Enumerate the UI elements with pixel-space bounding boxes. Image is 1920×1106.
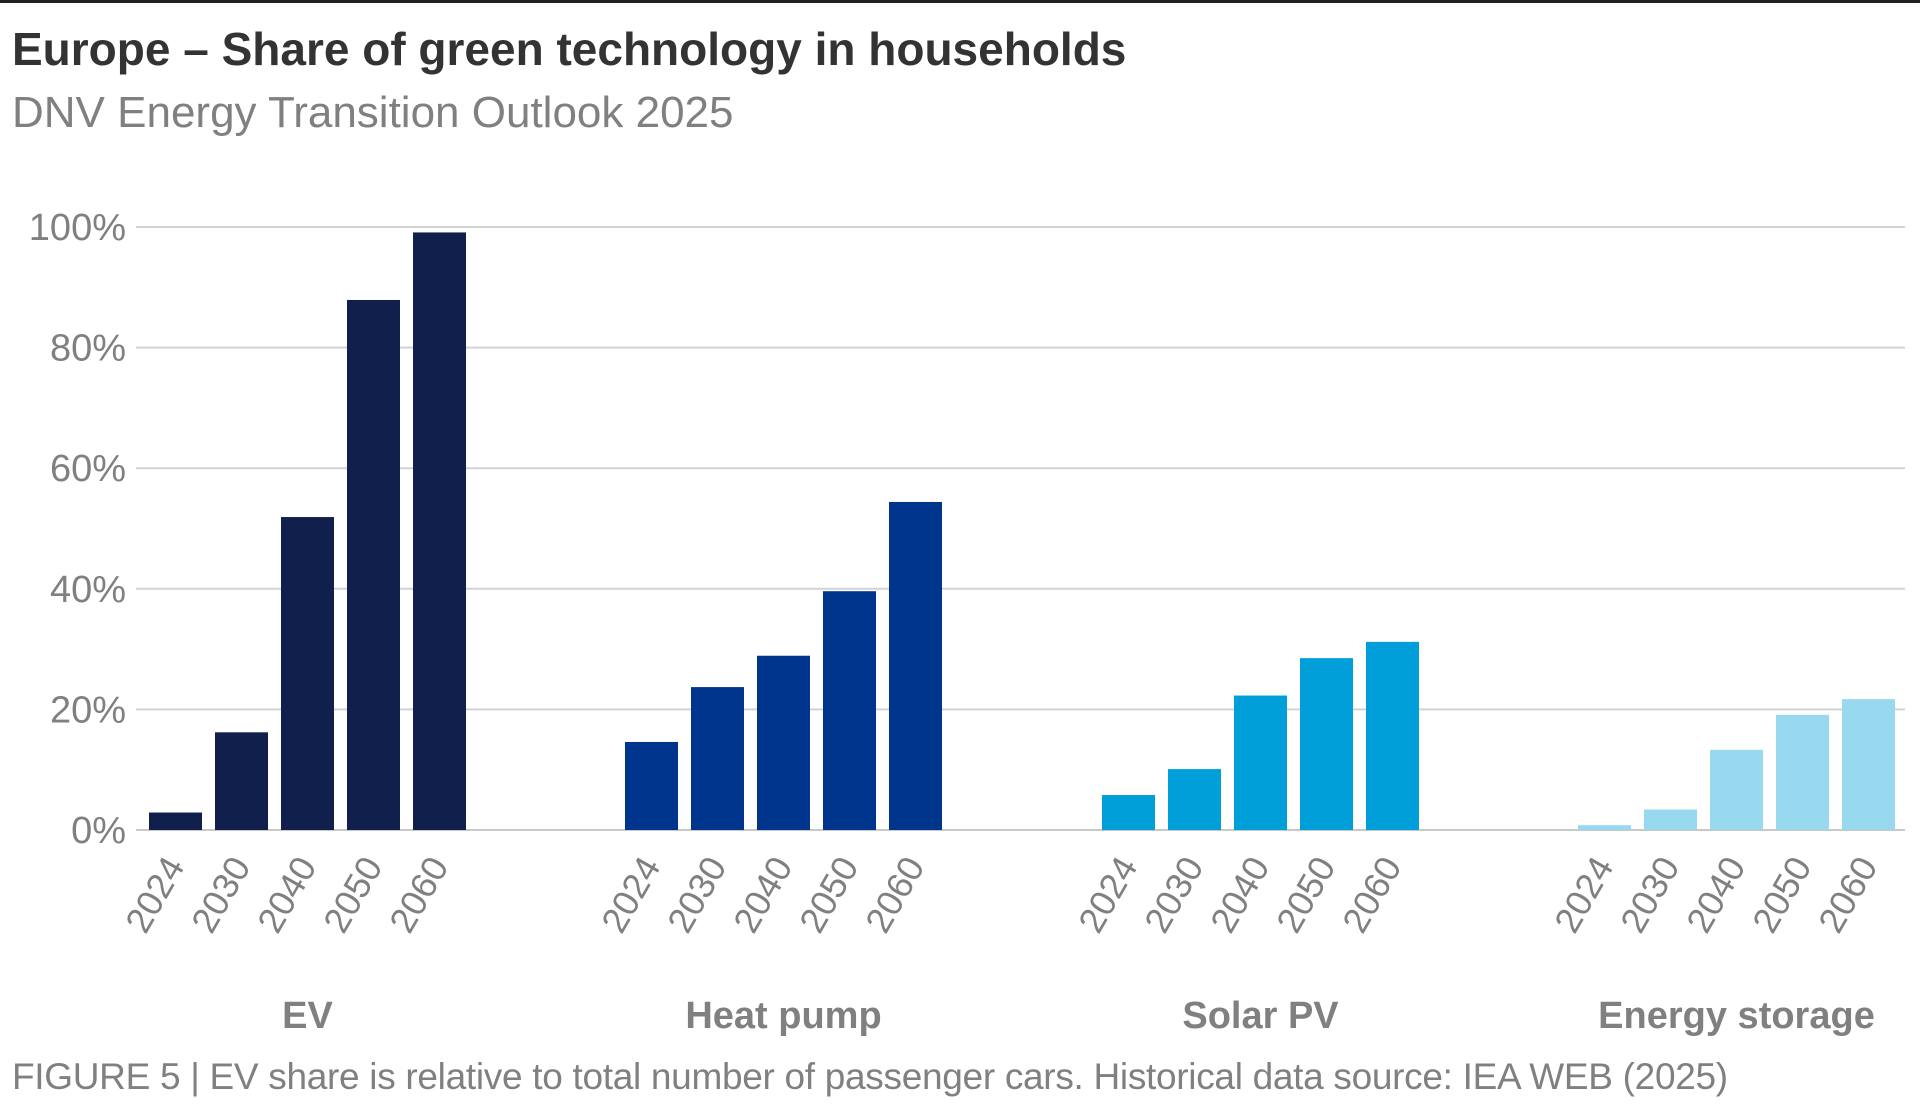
x-tick-label: 2030 <box>183 850 259 940</box>
bar-energy-storage-2050 <box>1776 714 1829 830</box>
group-label: Heat pump <box>685 995 881 1037</box>
top-rule <box>0 0 1920 3</box>
bar-solar-pv-2030 <box>1168 769 1221 830</box>
y-tick-label: 100% <box>29 207 126 249</box>
x-tick-label: 2060 <box>381 850 457 940</box>
figure-caption: FIGURE 5 | EV share is relative to total… <box>12 1056 1728 1097</box>
x-tick-label: 2024 <box>117 850 193 940</box>
x-tick-label: 2040 <box>1202 850 1278 940</box>
bar-solar-pv-2060 <box>1366 641 1419 830</box>
y-tick-label: 60% <box>50 448 126 490</box>
x-tick-label: 2050 <box>315 850 391 940</box>
x-tick-label: 2040 <box>1678 850 1754 940</box>
group-label: Energy storage <box>1598 995 1875 1037</box>
bar-solar-pv-2024 <box>1102 795 1155 830</box>
bar-heat-pump-2040 <box>757 655 810 830</box>
x-tick-label: 2060 <box>857 850 933 940</box>
x-tick-label: 2060 <box>1334 850 1410 940</box>
x-tick-label: 2030 <box>659 850 735 940</box>
group-label: Solar PV <box>1182 995 1339 1037</box>
x-tick-label: 2040 <box>249 850 325 940</box>
bar-ev-2060 <box>413 232 466 830</box>
x-tick-label: 2024 <box>593 850 669 940</box>
bar-ev-2050 <box>347 299 400 830</box>
x-tick-label: 2030 <box>1612 850 1688 940</box>
bar-heat-pump-2060 <box>889 501 942 830</box>
bar-ev-2024 <box>149 812 202 830</box>
x-tick-label: 2050 <box>791 850 867 940</box>
chart-title: Europe – Share of green technology in ho… <box>12 23 1127 75</box>
group-labels: EV Heat pump Solar PV Energy storage <box>282 995 1875 1037</box>
bar-heat-pump-2050 <box>823 591 876 830</box>
y-tick-label: 40% <box>50 569 126 611</box>
bar-heat-pump-2024 <box>625 741 678 830</box>
gridlines <box>136 226 1905 831</box>
x-tick-label: 2030 <box>1136 850 1212 940</box>
bar-ev-2040 <box>281 517 334 830</box>
y-tick-label: 20% <box>50 689 126 731</box>
bars <box>149 232 1895 830</box>
y-axis-ticks: 0% 20% 40% 60% 80% 100% <box>29 207 126 852</box>
group-label: EV <box>282 995 333 1037</box>
x-tick-label: 2040 <box>725 850 801 940</box>
x-tick-label: 2050 <box>1268 850 1344 940</box>
chart-subtitle: DNV Energy Transition Outlook 2025 <box>12 88 734 137</box>
bar-heat-pump-2030 <box>691 687 744 830</box>
bar-energy-storage-2040 <box>1710 749 1763 830</box>
y-tick-label: 80% <box>50 328 126 370</box>
x-tick-label: 2024 <box>1546 850 1622 940</box>
bar-ev-2030 <box>215 732 268 830</box>
x-tick-label: 2060 <box>1810 850 1886 940</box>
bar-energy-storage-2030 <box>1644 809 1697 830</box>
y-tick-label: 0% <box>71 810 126 852</box>
bar-energy-storage-2024 <box>1578 825 1631 830</box>
bar-solar-pv-2050 <box>1300 658 1353 830</box>
bar-solar-pv-2040 <box>1234 695 1287 830</box>
bar-energy-storage-2060 <box>1842 699 1895 830</box>
x-tick-label: 2050 <box>1744 850 1820 940</box>
x-tick-label: 2024 <box>1070 850 1146 940</box>
